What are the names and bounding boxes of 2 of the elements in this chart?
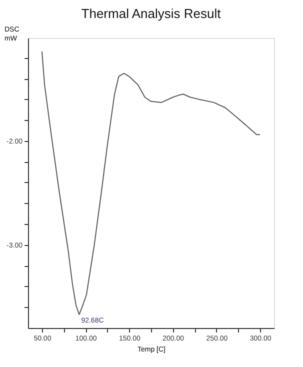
line-series [41, 51, 261, 315]
chart-title: Thermal Analysis Result [81, 6, 222, 21]
